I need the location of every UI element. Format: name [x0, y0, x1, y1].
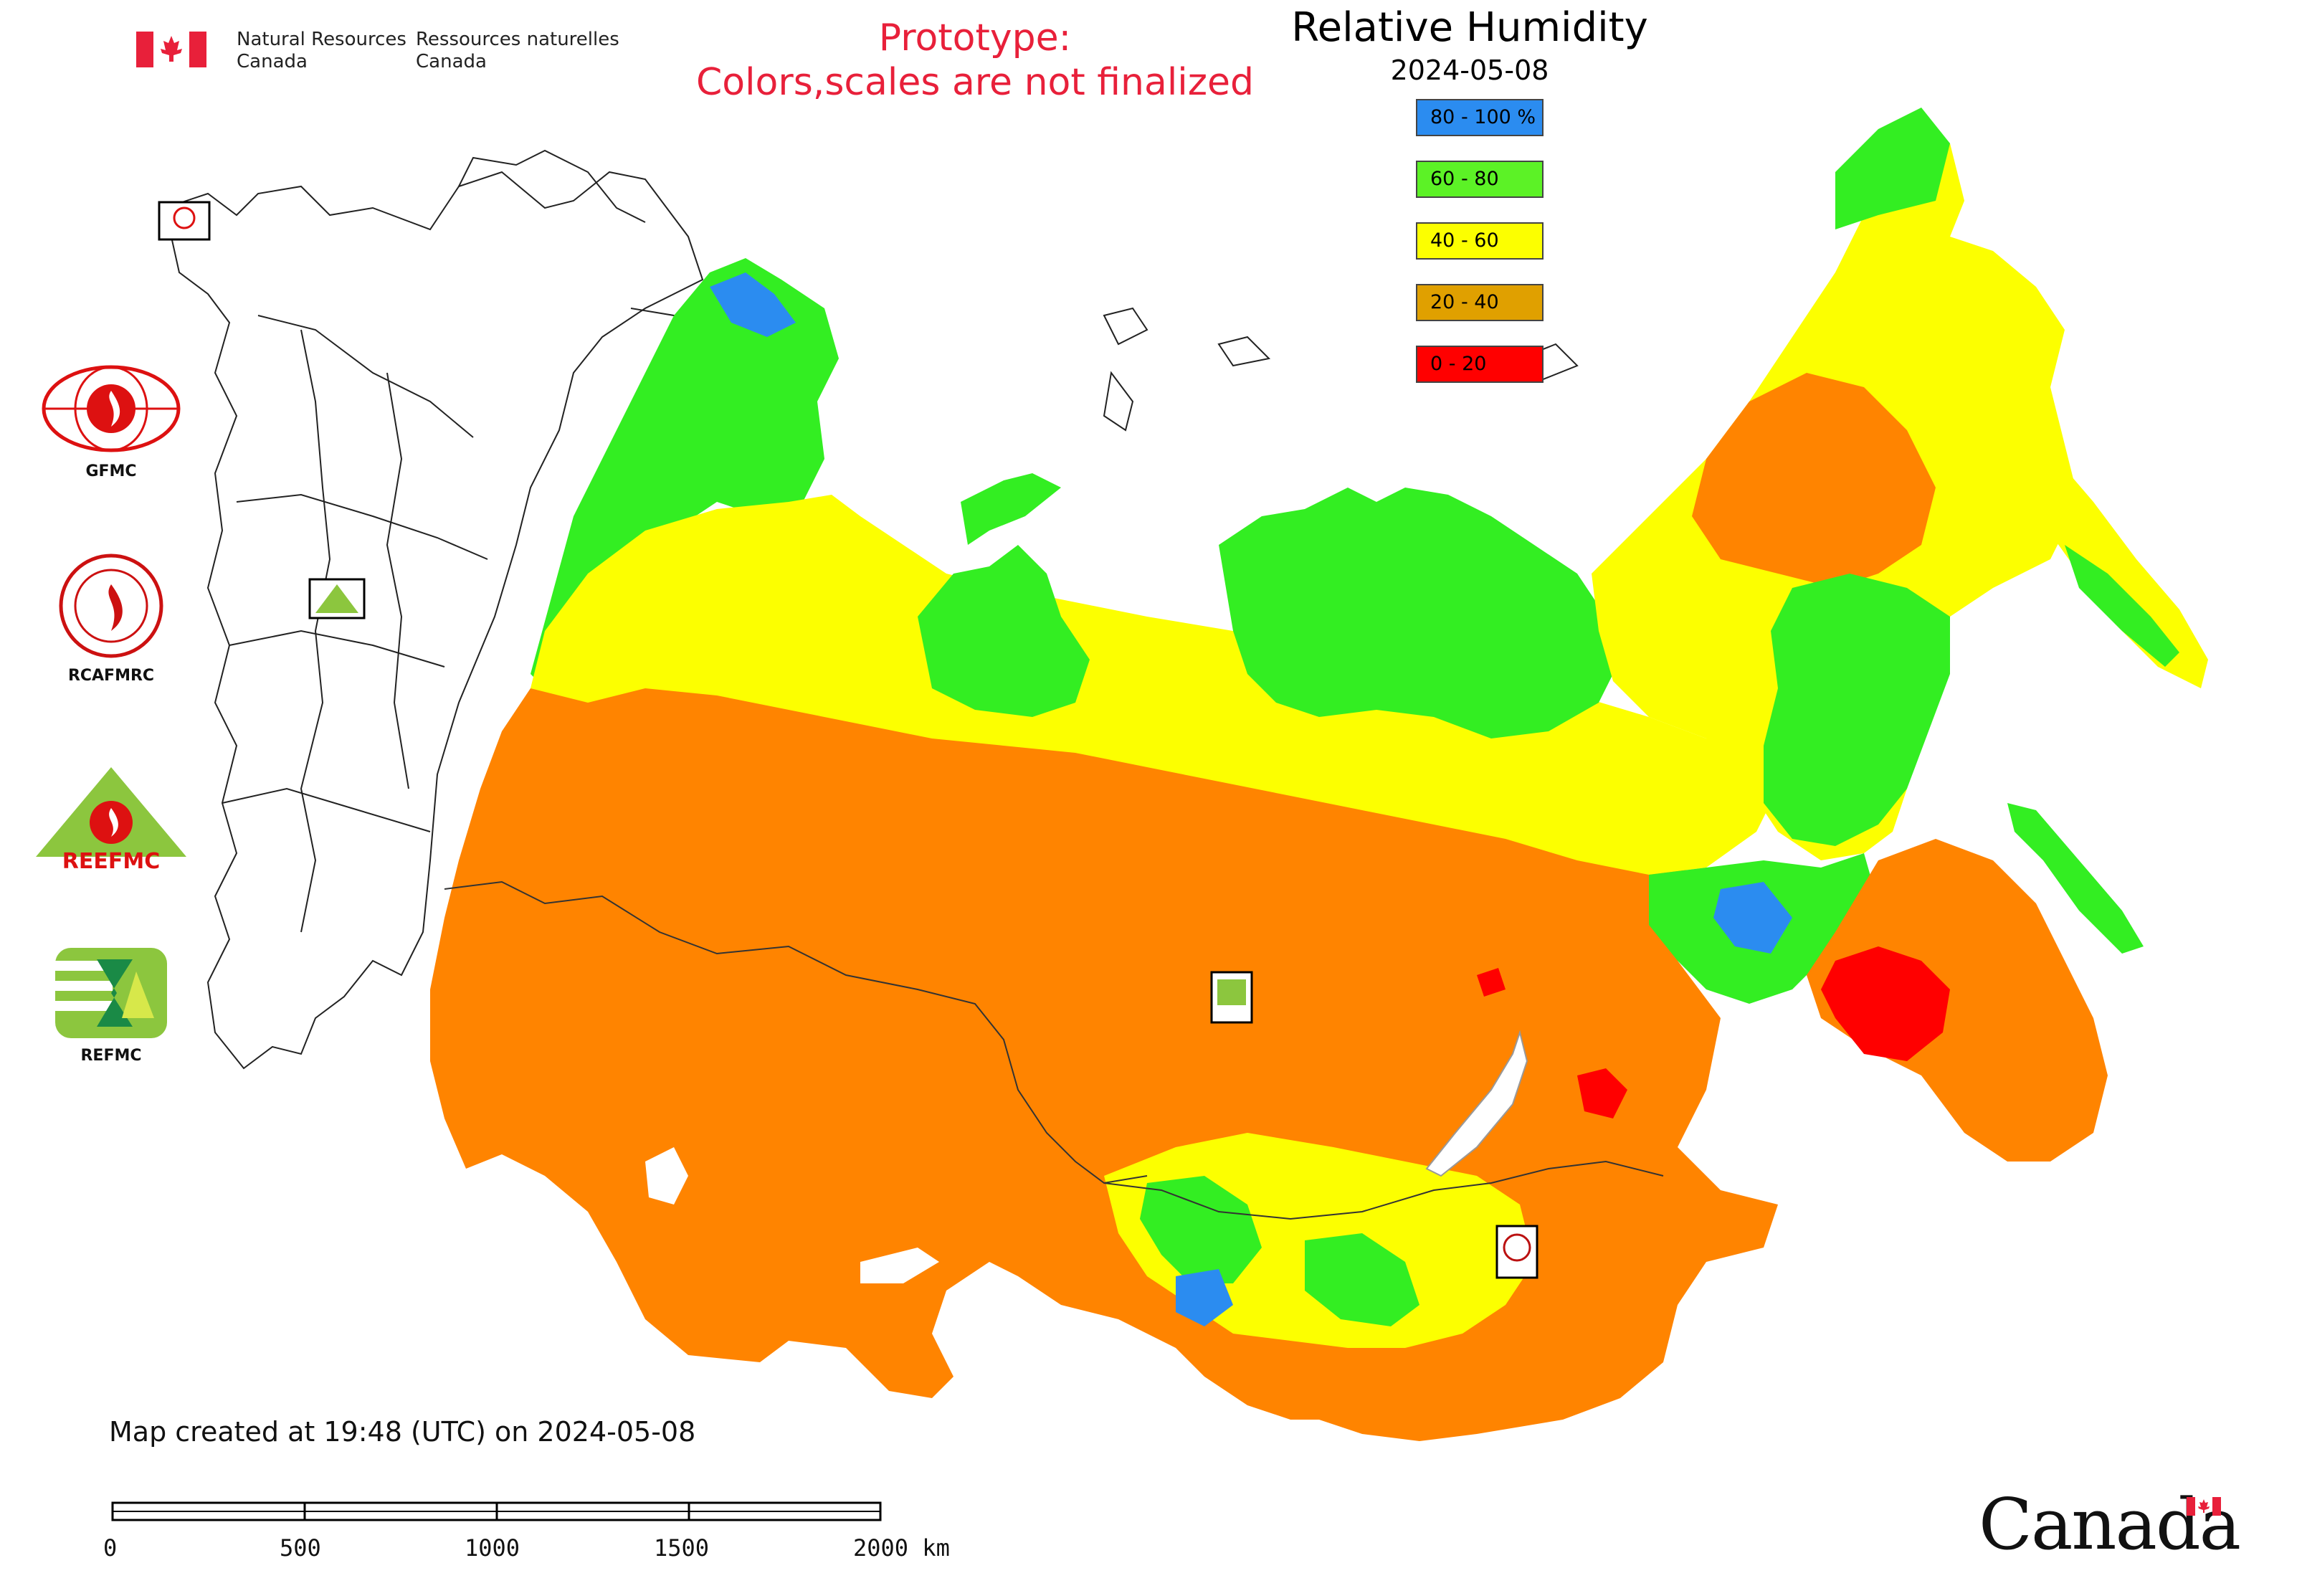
agency-fr-line2: Canada — [416, 51, 487, 72]
legend-item-60-80: 60 - 80 — [1416, 161, 1544, 198]
rcafmrc-station-marker — [1495, 1225, 1538, 1279]
legend-item-80-100: 80 - 100 % — [1416, 99, 1544, 136]
humid-region-taimyr — [1219, 488, 1620, 738]
lake-baikal — [1425, 1030, 1528, 1177]
scale-label-1000: 1000 — [465, 1534, 520, 1562]
very-dry-spot-baikal-north — [1477, 968, 1506, 997]
moderate-band-west-siberia — [531, 495, 1778, 875]
map-title: Relative Humidity — [1291, 4, 1648, 51]
agency-name-english: Natural Resources Canada — [237, 29, 406, 73]
humid-zone-altai — [1140, 1176, 1262, 1283]
canada-flag-icon — [136, 32, 206, 67]
humid-region-north-siberia — [918, 545, 1090, 717]
scale-label-2000: 2000 km — [853, 1534, 950, 1562]
dry-region-primorye — [1807, 839, 2108, 1162]
scale-label-500: 500 — [280, 1534, 321, 1562]
scale-label-1500: 1500 — [654, 1534, 710, 1562]
rcafmrc-caption: RCAFMRC — [67, 667, 155, 685]
aral-sea — [645, 1147, 688, 1205]
humid-region-magadan — [1764, 574, 1950, 846]
gfmc-logo: GFMC — [29, 362, 194, 480]
gfmc-caption: GFMC — [85, 462, 137, 480]
map-created-timestamp: Map created at 19:48 (UTC) on 2024-05-08 — [109, 1416, 696, 1448]
sakhalin-region — [2007, 803, 2144, 954]
scale-bar — [111, 1501, 882, 1521]
agency-en-line1: Natural Resources — [237, 29, 406, 50]
reefmc-logo-text: REEFMC — [62, 849, 160, 871]
very-humid-patch-amur — [1713, 882, 1792, 954]
very-dry-spot-baikal-east — [1577, 1068, 1627, 1118]
reefmc-station-marker — [308, 578, 366, 619]
legend-item-20-40: 20 - 40 — [1416, 284, 1544, 321]
western-border-outlines — [163, 149, 718, 1070]
humid-region-chukotka — [1835, 108, 1950, 229]
kamchatka-region — [2007, 430, 2208, 688]
rcafmrc-seal-icon — [59, 554, 163, 658]
prototype-notice-line2: Colors,scales are not finalized — [695, 61, 1255, 104]
dry-patch-yakutia — [1692, 373, 1936, 588]
humid-zone-tianshan — [1176, 1269, 1233, 1326]
legend-item-40-60: 40 - 60 — [1416, 222, 1544, 260]
mongolia-border — [1103, 1160, 1664, 1220]
legend-item-0-20: 0 - 20 — [1416, 346, 1544, 383]
refmc-caption: REFMC — [80, 1047, 142, 1065]
agency-en-line2: Canada — [237, 51, 308, 72]
very-dry-region-primorye — [1821, 946, 1950, 1061]
reefmc-triangle-icon: REEFMC — [36, 767, 186, 874]
gfmc-globe-flame-icon — [42, 365, 181, 452]
scandinavia-very-humid-patch — [710, 272, 796, 337]
kazakhstan-border — [444, 880, 1148, 1184]
humid-zone-sayan — [1305, 1233, 1419, 1326]
kamchatka-humid — [2065, 545, 2179, 667]
agency-name-french: Ressources naturelles Canada — [416, 29, 619, 73]
novaya-zemlya-green — [961, 473, 1061, 545]
prototype-notice-line1: Prototype: — [878, 16, 1072, 60]
rcafmrc-logo: RCAFMRC — [29, 552, 194, 685]
canada-wordmark-flag-icon — [2187, 1497, 2221, 1516]
refmc-station-marker — [1210, 971, 1253, 1024]
refmc-logo: REFMC — [29, 946, 194, 1065]
gfmc-station-marker — [158, 201, 211, 241]
agency-fr-line1: Ressources naturelles — [416, 29, 619, 50]
prototype-notice: Prototype: Colors,scales are not finaliz… — [674, 16, 1276, 105]
balkhash-lake — [860, 1248, 939, 1283]
canada-wordmark: Canada — [1979, 1484, 2241, 1566]
reefmc-logo: REEFMC — [29, 764, 194, 874]
refmc-sigma-icon — [55, 948, 167, 1038]
scale-label-0: 0 — [103, 1534, 118, 1562]
map-date: 2024-05-08 — [1390, 54, 1549, 86]
